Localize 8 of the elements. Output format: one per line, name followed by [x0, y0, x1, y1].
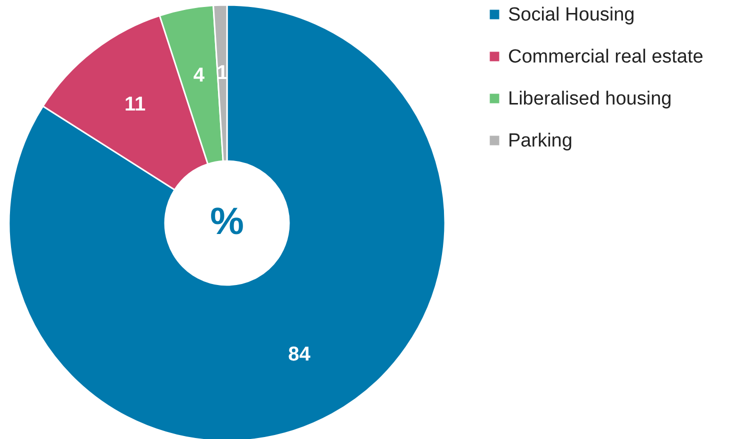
data-label: 4 [193, 64, 206, 87]
data-label: 11 [124, 93, 146, 116]
legend-label: Liberalised housing [508, 88, 672, 110]
text: % [210, 201, 244, 243]
legend-label: Commercial real estate [508, 46, 704, 68]
legend-label: Social Housing [508, 4, 635, 26]
legend-label: Parking [508, 130, 572, 152]
data-label: 84 [288, 343, 312, 366]
